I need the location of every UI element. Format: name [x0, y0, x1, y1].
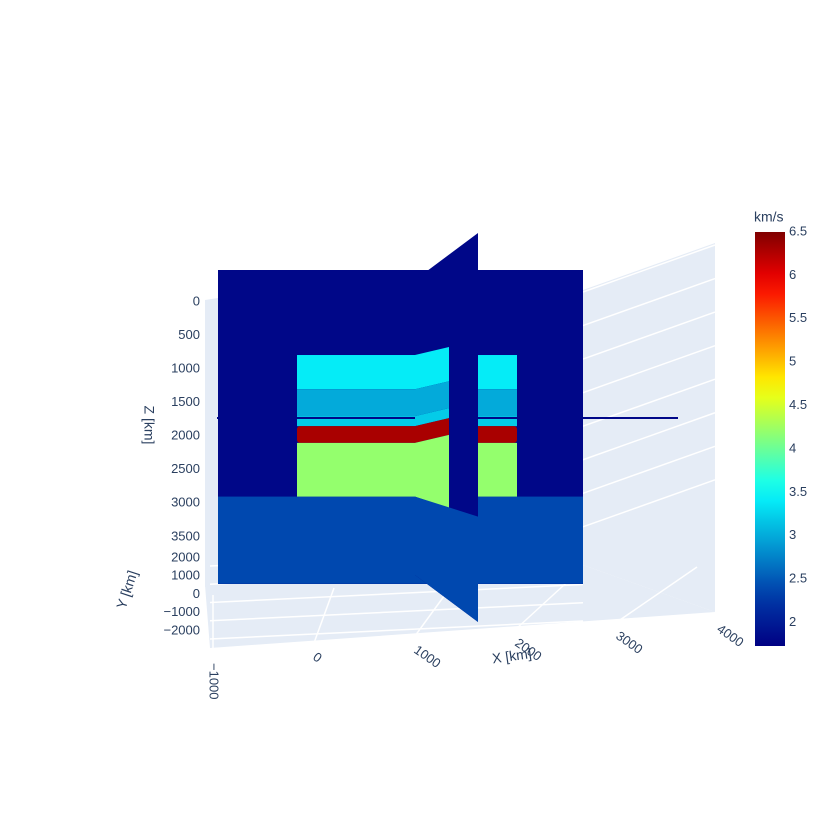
x-tick-label: 1000 — [411, 642, 443, 671]
z-tick-label: 3500 — [171, 528, 200, 543]
y-tick-label: 2000 — [171, 549, 200, 564]
y-tick-label: 0 — [193, 586, 200, 601]
layer — [218, 496, 583, 584]
x-tick-label: 3000 — [613, 628, 645, 657]
colorbar-tick-label: 2 — [789, 614, 796, 629]
colorbar-title: km/s — [754, 209, 784, 225]
z-tick-label: 0 — [193, 293, 200, 308]
z-tick-label: 500 — [178, 327, 200, 342]
cross-layer — [415, 496, 478, 622]
y-axis-title: Y [km] — [113, 568, 140, 610]
colorbar-tick-label: 4 — [789, 440, 796, 455]
layer — [297, 416, 517, 427]
x-tick-label: −1000 — [207, 663, 222, 700]
colorbar-tick-label: 6.5 — [789, 223, 807, 238]
colorbar — [755, 232, 785, 646]
grid-line — [616, 566, 698, 623]
colorbar-tick-label: 5 — [789, 354, 796, 369]
grid-line — [582, 479, 716, 528]
grid-line — [209, 602, 584, 622]
z-tick-label: 3000 — [171, 495, 200, 510]
grid-line — [582, 277, 716, 327]
colorbar-tick-label: 3.5 — [789, 484, 807, 499]
cross-layer — [415, 434, 449, 509]
y-tick-label: −2000 — [163, 622, 200, 637]
z-axis-title: Z [km] — [141, 406, 157, 445]
y-tick-label: 1000 — [171, 568, 200, 583]
x-tick-label: 0 — [310, 649, 325, 665]
side-wall — [205, 298, 218, 587]
colorbar-tick-label: 2.5 — [789, 571, 807, 586]
grid-line — [582, 445, 716, 495]
z-tick-label: 2500 — [171, 461, 200, 476]
z-tick-label: 1000 — [171, 361, 200, 376]
z-tick-label: 2000 — [171, 428, 200, 443]
grid-line — [582, 344, 716, 394]
z-tick-label: 1500 — [171, 394, 200, 409]
layer — [297, 355, 517, 390]
grid-line — [582, 244, 716, 293]
cross-layer — [415, 418, 449, 443]
colorbar-tick-label: 3 — [789, 527, 796, 542]
layer — [297, 426, 517, 443]
x-tick-label: 4000 — [714, 621, 746, 650]
grid-line — [582, 412, 716, 461]
grid-line — [582, 311, 716, 360]
colorbar-tick-label: 4.5 — [789, 397, 807, 412]
x-axis-title: X [km] — [491, 645, 533, 666]
colorbar-tick-label: 6 — [789, 267, 796, 282]
colorbar-tick-label: 5.5 — [789, 310, 807, 325]
cross-layer — [415, 347, 449, 390]
cross-layer — [415, 408, 449, 427]
back-wall — [583, 243, 715, 612]
layer — [297, 389, 517, 417]
grid-line — [209, 620, 584, 640]
cross-layer — [415, 381, 449, 417]
grid-line — [209, 583, 584, 604]
y-tick-label: −1000 — [163, 604, 200, 619]
layer — [297, 442, 517, 497]
